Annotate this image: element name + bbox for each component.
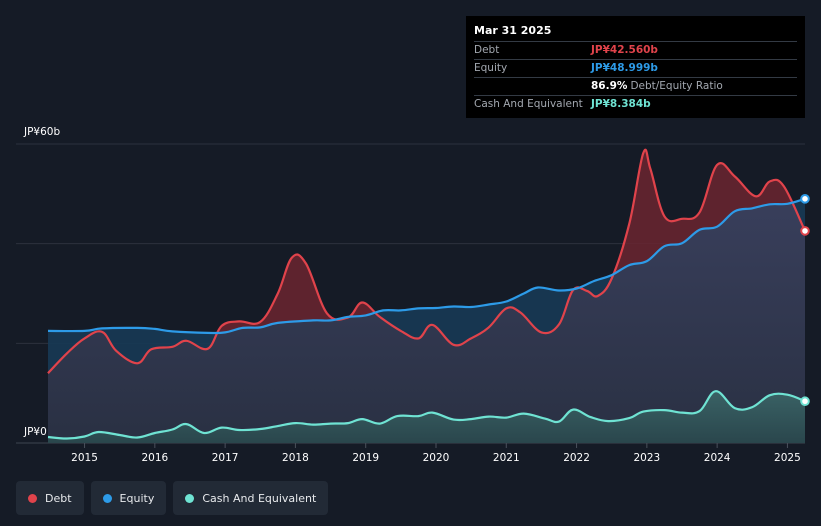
legend-label-equity: Equity: [119, 491, 155, 505]
tooltip-equity-label: Equity: [474, 62, 508, 74]
tooltip-cash-label: Cash And Equivalent: [474, 98, 583, 110]
x-axis: 2015 2016 2017 2018 2019 2020 2021 2022 2023 2024…: [71, 443, 801, 464]
tooltip-row-equity: Equity JP¥48.999b: [474, 59, 797, 77]
x-tick-label-2019: 2019: [352, 452, 379, 464]
tooltip-debt-label: Debt: [474, 44, 500, 56]
legend: Debt Equity Cash And Equivalent: [16, 481, 329, 515]
tooltip-cash-value: JP¥8.384b: [591, 98, 651, 110]
y-axis-label-top: JP¥60b: [23, 126, 60, 138]
x-tick-label-2021: 2021: [493, 452, 520, 464]
tooltip-ratio-label: [474, 78, 591, 95]
x-tick-label-2024: 2024: [704, 452, 731, 464]
legend-item-cash[interactable]: Cash And Equivalent: [173, 481, 329, 515]
tooltip-row-cash: Cash And Equivalent JP¥8.384b: [474, 95, 797, 113]
equity-line: [47, 197, 806, 335]
tooltip-date: Mar 31 2025: [474, 24, 552, 37]
legend-dot-cash: [185, 493, 195, 503]
x-tick-label-2025: 2025: [774, 452, 801, 464]
x-tick-label-2017: 2017: [212, 452, 239, 464]
legend-label-cash: Cash And Equivalent: [202, 491, 317, 505]
tooltip-ratio-value: 86.9%: [591, 80, 628, 92]
tooltip-ratio-suffix: Debt/Equity Ratio: [630, 80, 723, 92]
x-tick-label-2020: 2020: [423, 452, 450, 464]
tooltip-row-debt: Debt JP¥42.560b: [474, 41, 797, 59]
y-axis-label-bottom: JP¥0: [23, 426, 47, 438]
legend-label-debt: Debt: [45, 491, 72, 505]
tooltip-equity-value: JP¥48.999b: [591, 62, 658, 74]
legend-item-equity[interactable]: Equity: [90, 481, 167, 515]
x-tick-label-2018: 2018: [282, 452, 309, 464]
debt-end-marker: [800, 226, 810, 236]
tooltip-row-ratio: 86.9% Debt/Equity Ratio: [474, 77, 797, 95]
cash-and-equivalent-line: [47, 390, 806, 440]
x-tick-label-2015: 2015: [71, 452, 98, 464]
legend-dot-debt: [28, 493, 37, 503]
debt-line: [47, 148, 806, 374]
x-tick-label-2022: 2022: [563, 452, 590, 464]
tooltip-debt-value: JP¥42.560b: [591, 44, 658, 56]
equity-end-marker: [800, 194, 810, 204]
x-tick-label-2016: 2016: [141, 452, 168, 464]
legend-item-debt[interactable]: Debt: [16, 481, 84, 515]
legend-dot-equity: [102, 493, 112, 503]
tooltip-panel: Mar 31 2025 Debt JP¥42.560b Equity JP¥48…: [466, 16, 805, 118]
area-fills: [48, 149, 805, 443]
series-end-markers: [800, 194, 810, 407]
series-lines: [47, 148, 806, 440]
x-tick-label-2023: 2023: [633, 452, 660, 464]
cash-and-equivalent-end-marker: [800, 396, 810, 407]
